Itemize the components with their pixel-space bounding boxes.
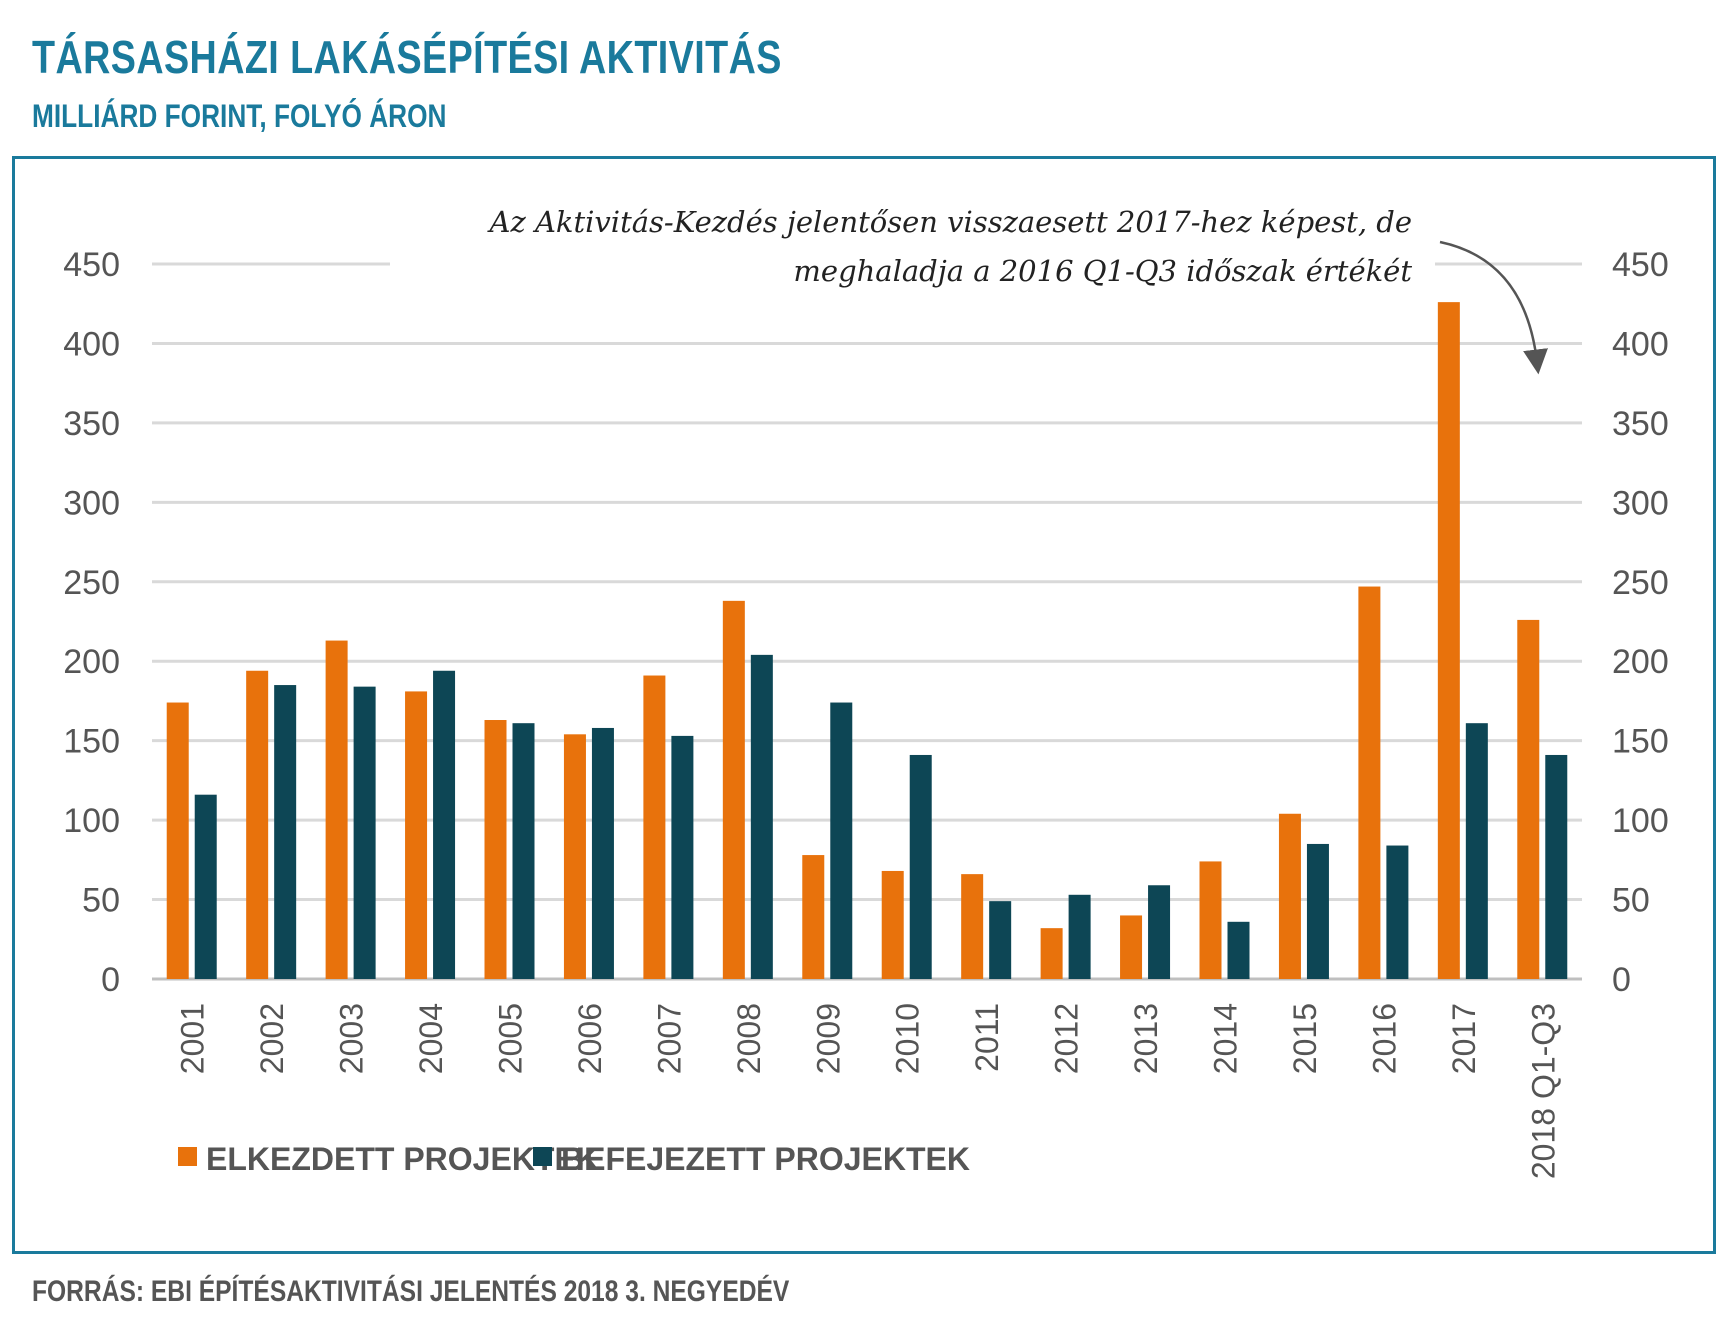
bar-completed-2005 (512, 723, 535, 979)
annotation-arrow (1439, 240, 1548, 375)
bar-completed-2013 (1148, 885, 1171, 979)
bar-started-2006 (563, 734, 586, 979)
bar-completed-2012 (1068, 894, 1091, 979)
x-tick-label: 2008 (731, 1003, 767, 1074)
legend-swatch (178, 1147, 197, 1166)
x-tick-label: 2012 (1049, 1003, 1085, 1074)
y-tick-label-right: 0 (1612, 961, 1631, 999)
x-tick-label: 2014 (1208, 1003, 1244, 1074)
y-tick-label-left: 400 (63, 325, 120, 363)
x-tick-label: 2007 (651, 1003, 687, 1074)
annotation: Az Aktivitás-Kezdés jelentősen visszaese… (487, 205, 1548, 375)
bar-completed-2011 (989, 901, 1012, 979)
chart-frame (12, 156, 1716, 1254)
bar-started-2003 (325, 640, 348, 979)
bar-completed-2002 (274, 685, 297, 979)
bar-started-2017 (1437, 302, 1460, 980)
x-tick-label: 2004 (413, 1003, 449, 1074)
x-tick-label: 2003 (334, 1003, 370, 1074)
bar-started-2002 (246, 670, 269, 979)
y-tick-label-left: 150 (63, 723, 120, 761)
bars (166, 302, 1568, 980)
bar-started-2015 (1278, 813, 1301, 979)
chart-title: TÁRSASHÁZI LAKÁSÉPÍTÉSI AKTIVITÁS (32, 31, 782, 83)
x-tick-label: 2015 (1287, 1003, 1323, 1074)
x-tick-label: 2005 (493, 1003, 529, 1074)
y-tick-label-right: 150 (1612, 723, 1669, 761)
y-tick-label-left: 450 (63, 246, 120, 284)
bar-started-2008 (722, 600, 745, 979)
x-tick-label: 2001 (175, 1003, 211, 1074)
y-tick-label-right: 300 (1612, 484, 1669, 522)
y-tick-label-right: 400 (1612, 325, 1669, 363)
bar-completed-2006 (591, 727, 614, 979)
bar-completed-2004 (433, 670, 456, 979)
bar-completed-2015 (1306, 843, 1329, 979)
y-tick-label-right: 100 (1612, 802, 1669, 840)
bar-completed-2007 (671, 735, 694, 979)
y-tick-label-left: 300 (63, 484, 120, 522)
y-tick-label-left: 200 (63, 643, 120, 681)
x-tick-label: 2002 (254, 1003, 290, 1074)
bar-completed-2009 (830, 702, 853, 979)
x-tick-label: 2017 (1446, 1003, 1482, 1074)
bar-completed-2017 (1465, 723, 1488, 979)
y-tick-label-right: 200 (1612, 643, 1669, 681)
y-tick-label-right: 350 (1612, 405, 1669, 443)
bar-started-2014 (1199, 861, 1222, 979)
y-tick-label-right: 50 (1612, 882, 1650, 920)
bar-started-2018-q1-q3 (1517, 619, 1540, 979)
x-tick-label: 2016 (1366, 1003, 1402, 1074)
bar-started-2001 (166, 702, 189, 979)
y-tick-label-left: 0 (101, 961, 120, 999)
bar-started-2005 (484, 720, 507, 979)
bar-completed-2016 (1386, 845, 1409, 979)
x-tick-label: 2010 (890, 1003, 926, 1074)
y-tick-label-right: 450 (1612, 246, 1669, 284)
y-tick-label-left: 250 (63, 564, 120, 602)
y-tick-label-left: 350 (63, 405, 120, 443)
annotation-background (390, 200, 1435, 300)
x-tick-label: 2009 (810, 1003, 846, 1074)
legend-swatch (533, 1147, 552, 1166)
x-tick-label: 2018 Q1-Q3 (1525, 1003, 1561, 1179)
bar-started-2012 (1040, 928, 1063, 979)
bar-started-2009 (802, 855, 825, 979)
annotation-line-2: meghaladja a 2016 Q1-Q3 időszak értékét (793, 254, 1412, 288)
bar-completed-2003 (353, 686, 376, 979)
y-tick-label-left: 100 (63, 802, 120, 840)
bar-started-2007 (643, 675, 666, 979)
x-axis-ticks: 2001 2002 2003 2004 2005 2006 2007 2008 2009 2010… (175, 1003, 1562, 1179)
chart-subtitle: MILLIÁRD FORINT, FOLYÓ ÁRON (32, 98, 447, 134)
bar-started-2010 (881, 870, 904, 979)
annotation-mask (390, 200, 1435, 300)
annotation-line-1: Az Aktivitás-Kezdés jelentősen visszaese… (487, 205, 1412, 239)
bar-completed-2001 (194, 794, 217, 979)
bar-completed-2014 (1227, 921, 1250, 979)
bar-started-2011 (961, 874, 984, 979)
source-note: FORRÁS: EBI ÉPÍTÉSAKTIVITÁSI JELENTÉS 20… (32, 1275, 790, 1308)
bar-completed-2010 (909, 754, 932, 979)
bar-completed-2018-q1-q3 (1545, 754, 1568, 979)
y-tick-label-right: 250 (1612, 564, 1669, 602)
legend-label: BEFEJEZETT PROJEKTEK (561, 1141, 970, 1177)
x-tick-label: 2011 (969, 1003, 1005, 1072)
x-tick-label: 2013 (1128, 1003, 1164, 1074)
bar-started-2013 (1120, 915, 1143, 979)
bar-completed-2008 (750, 654, 773, 979)
x-tick-label: 2006 (572, 1003, 608, 1074)
y-axis-ticks: 0 0 50 50 100 100 150 150 200 200 250 250 300 300 350 3… (63, 246, 1668, 999)
y-tick-label-left: 50 (82, 882, 120, 920)
bar-started-2016 (1358, 586, 1381, 979)
bar-started-2004 (405, 691, 428, 979)
